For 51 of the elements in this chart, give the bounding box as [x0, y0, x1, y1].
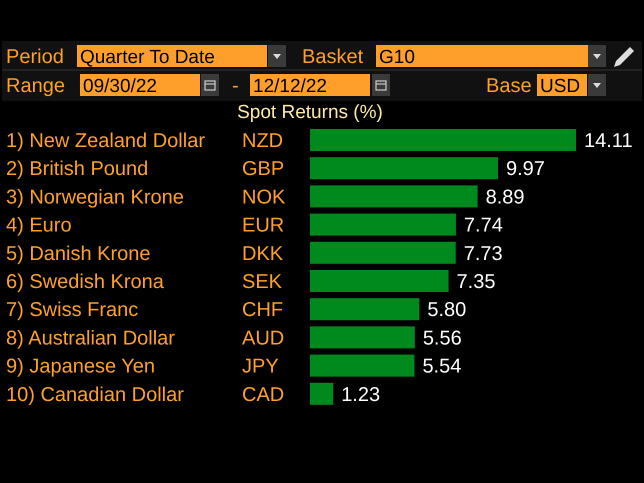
text: Range — [6, 75, 65, 97]
y-tick-label: 2) British Pound — [6, 158, 148, 180]
text: Basket — [302, 46, 364, 68]
text: NZD — [242, 130, 284, 152]
text: CHF — [242, 299, 284, 322]
bar — [310, 382, 334, 405]
y-tick-label: 9) Japanese Yen — [6, 356, 156, 378]
bar — [310, 214, 456, 236]
text: SEK — [242, 271, 283, 293]
text: NOK — [242, 186, 286, 208]
y-tick-label: 6) Swedish Krona — [6, 271, 165, 293]
y-tick-label: 8) Australian Dollar — [6, 327, 176, 350]
bar — [310, 157, 498, 180]
data-label: 5.80 — [427, 299, 466, 322]
bar — [310, 129, 576, 151]
bar — [310, 270, 449, 292]
bar — [310, 298, 420, 320]
data-label: 9.97 — [506, 158, 545, 180]
data-label: 14.11 — [584, 130, 633, 152]
y-tick-label: 1) New Zealand Dollar — [6, 130, 206, 152]
text: JPY — [242, 356, 279, 378]
text: EUR — [242, 214, 284, 237]
text: AUD — [242, 327, 284, 350]
bar — [310, 185, 478, 208]
data-label: 5.54 — [422, 356, 462, 378]
y-tick-label: 3) Norwegian Krone — [6, 186, 184, 208]
bar — [310, 354, 414, 377]
text: Base — [486, 75, 532, 97]
data-label: 5.56 — [422, 327, 462, 350]
text: G10 — [379, 47, 415, 68]
y-tick-label: 10) Canadian Dollar — [6, 384, 184, 406]
chart-title: Spot Returns (%) — [237, 102, 383, 123]
text: Period — [6, 46, 64, 68]
data-label: 7.74 — [464, 214, 503, 237]
text: 12/12/22 — [253, 76, 327, 97]
bar — [310, 242, 456, 264]
text: DKK — [242, 242, 284, 265]
data-label: 7.35 — [456, 271, 496, 293]
y-tick-label: 4) Euro — [6, 214, 72, 237]
data-label: 1.23 — [341, 384, 380, 406]
y-tick-label: 5) Danish Krone — [6, 242, 151, 265]
text: - — [232, 75, 239, 97]
text: Quarter To Date — [80, 47, 215, 68]
text: 09/30/22 — [83, 76, 157, 97]
bar — [310, 326, 415, 348]
y-tick-label: 7) Swiss Franc — [6, 299, 138, 322]
data-label: 8.89 — [486, 186, 525, 208]
data-label: 7.73 — [464, 242, 503, 265]
text: CAD — [242, 384, 284, 406]
text: USD — [540, 76, 580, 97]
text: GBP — [242, 158, 284, 180]
